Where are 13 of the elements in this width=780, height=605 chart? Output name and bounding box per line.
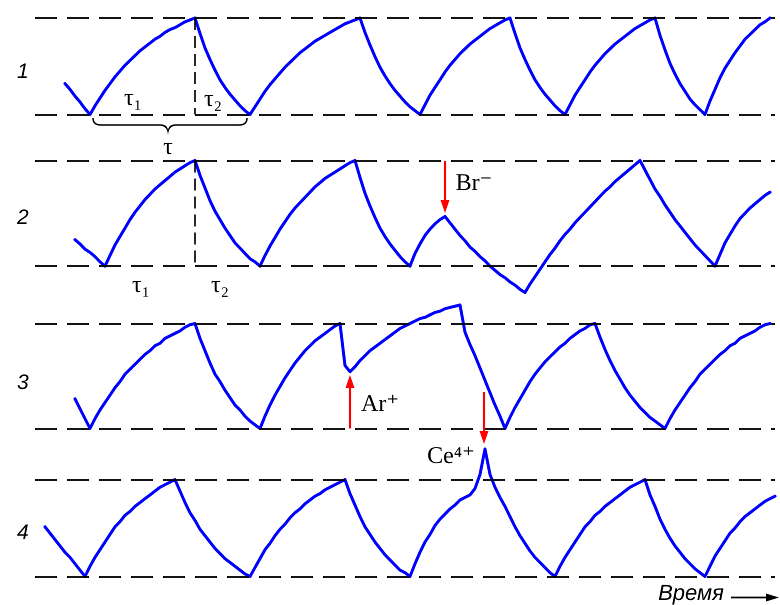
annotation: τ₁ bbox=[124, 85, 142, 111]
text: τ bbox=[163, 134, 174, 160]
annotation: τ₁ bbox=[132, 272, 150, 298]
annotation: Br⁻ bbox=[456, 170, 492, 196]
text: 4 bbox=[17, 521, 29, 544]
text: 3 bbox=[17, 371, 29, 394]
annotation: τ₂ bbox=[204, 86, 222, 112]
text: 2 bbox=[16, 206, 29, 229]
annotation: Ar⁺ bbox=[361, 391, 399, 417]
annotation: τ₂ bbox=[210, 272, 230, 298]
x-axis-title: Время bbox=[658, 580, 724, 605]
text: 1 bbox=[17, 60, 29, 83]
annotation: Ce⁴⁺ bbox=[427, 443, 475, 469]
